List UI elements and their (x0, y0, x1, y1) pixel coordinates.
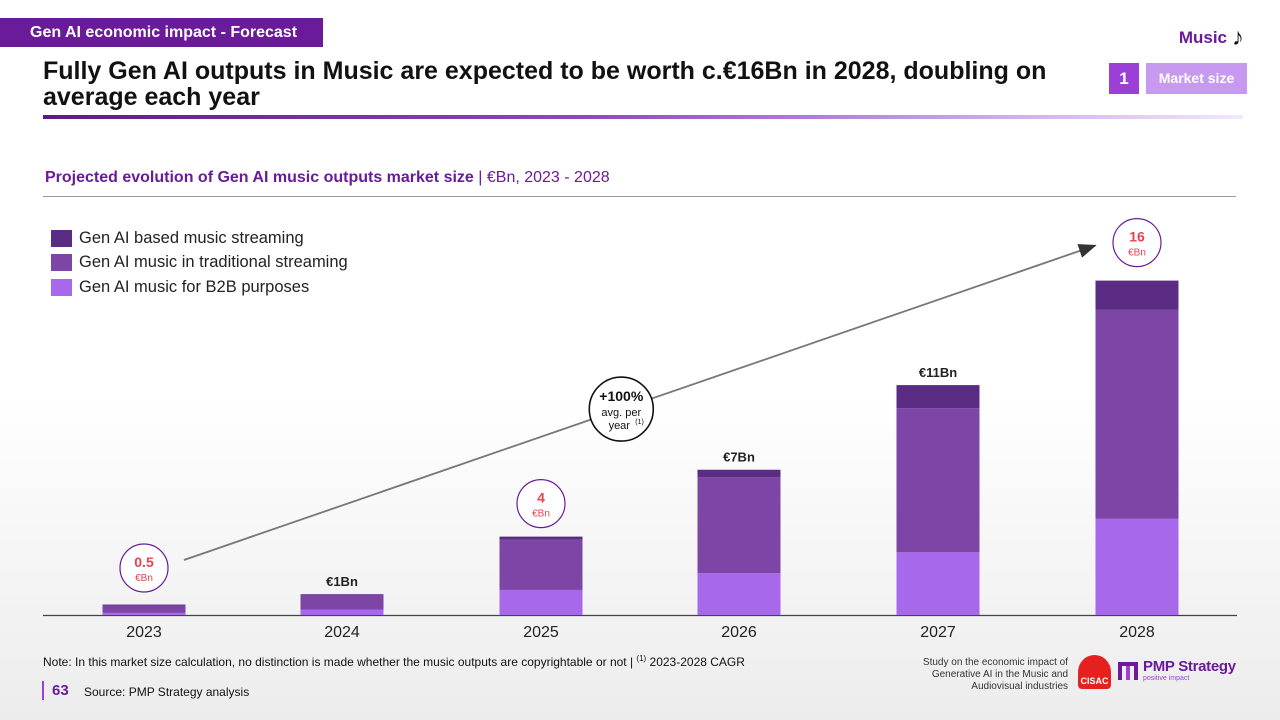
pmp-logo-name: PMP Strategy (1143, 658, 1236, 675)
footnote-text: Note: In this market size calculation, n… (43, 655, 637, 669)
callout-circle-2028 (1112, 218, 1162, 268)
callout-circle-2025 (516, 479, 566, 529)
total-label-2027: €11Bn (919, 365, 957, 380)
cagr-badge-circle (588, 376, 655, 442)
x-tick-label-2026: 2026 (721, 624, 757, 641)
bar-streaming-2026 (697, 469, 781, 478)
section-label: Music ♪ (1179, 26, 1244, 50)
bar-b2b-2024 (300, 609, 384, 615)
cagr-label: avg. per (601, 407, 641, 419)
subtitle-rule (43, 196, 1236, 197)
cagr-footnote-ref: (1) (635, 419, 644, 426)
bar-streaming-2023 (102, 604, 186, 606)
bar-traditional-2028 (1095, 309, 1179, 519)
callout-value-2023: 0.5 (134, 554, 154, 570)
bar-streaming-2027 (896, 385, 980, 409)
market-size-number: 1 (1109, 63, 1139, 94)
legend-label-traditional: Gen AI music in traditional streaming (79, 253, 348, 272)
music-note-icon: ♪ (1232, 24, 1244, 51)
study-caption: Study on the economic impact of Generati… (922, 657, 1068, 692)
footnote-end: 2023-2028 CAGR (646, 655, 745, 669)
total-label-2024: €1Bn (326, 574, 358, 589)
x-tick-label-2024: 2024 (324, 624, 360, 641)
page-title: Fully Gen AI outputs in Music are expect… (43, 57, 1047, 111)
legend-swatch-b2b (51, 278, 72, 296)
bar-traditional-2025 (499, 539, 583, 590)
bar-traditional-2024 (300, 594, 384, 610)
cisac-logo: CISAC (1078, 655, 1111, 689)
bar-b2b-2026 (697, 573, 781, 615)
callout-value-2025: 4 (537, 490, 545, 506)
callout-unit-2028: €Bn (1128, 248, 1146, 259)
callout-value-2028: 16 (1129, 229, 1145, 245)
pmp-logo-icon (1118, 662, 1138, 680)
total-label-2026: €7Bn (723, 450, 755, 465)
page-number-bar (42, 681, 44, 700)
legend-label-b2b: Gen AI music for B2B purposes (79, 277, 310, 296)
bar-streaming-2028 (1095, 280, 1179, 310)
bar-b2b-2025 (499, 589, 583, 615)
bar-traditional-2027 (896, 408, 980, 553)
chart-subtitle-rest: | €Bn, 2023 - 2028 (473, 169, 610, 186)
callout-unit-2025: €Bn (532, 509, 550, 520)
legend-swatch-traditional (51, 254, 72, 272)
bar-b2b-2023 (102, 612, 186, 615)
cagr-value: +100% (599, 388, 644, 404)
source-text: Source: PMP Strategy analysis (84, 685, 250, 699)
section-label-text: Music (1178, 28, 1227, 47)
chart-subtitle: Projected evolution of Gen AI music outp… (45, 169, 610, 187)
footnote-ref: (1) (636, 654, 647, 663)
page-number: 63 (52, 682, 69, 699)
legend-label-streaming: Gen AI based music streaming (79, 228, 304, 247)
bar-traditional-2026 (697, 477, 781, 574)
bar-streaming-2025 (499, 536, 583, 540)
legend-swatch-streaming (51, 229, 72, 247)
x-tick-label-2023: 2023 (126, 624, 162, 641)
x-tick-label-2025: 2025 (523, 624, 559, 641)
legend-item-streaming: Gen AI based music streaming (51, 226, 348, 251)
footnote: Note: In this market size calculation, n… (43, 654, 745, 669)
bar-b2b-2027 (896, 552, 980, 615)
legend-item-traditional: Gen AI music in traditional streaming (51, 251, 348, 276)
chart-legend: Gen AI based music streaming Gen AI musi… (51, 226, 348, 300)
legend-item-b2b: Gen AI music for B2B purposes (51, 275, 348, 300)
bar-b2b-2028 (1095, 518, 1179, 615)
cagr-label-2: year (609, 420, 631, 432)
x-tick-label-2027: 2027 (920, 624, 956, 641)
title-underline (43, 115, 1243, 119)
section-tag: Gen AI economic impact - Forecast (0, 18, 324, 47)
x-tick-label-2028: 2028 (1119, 624, 1155, 641)
chart-subtitle-bold: Projected evolution of Gen AI music outp… (45, 169, 474, 186)
bar-traditional-2023 (102, 605, 186, 613)
callout-circle-2023 (119, 543, 169, 593)
market-size-label: Market size (1146, 63, 1247, 94)
pmp-logo-tagline: positive impact (1143, 675, 1190, 682)
callout-unit-2023: €Bn (135, 573, 153, 584)
